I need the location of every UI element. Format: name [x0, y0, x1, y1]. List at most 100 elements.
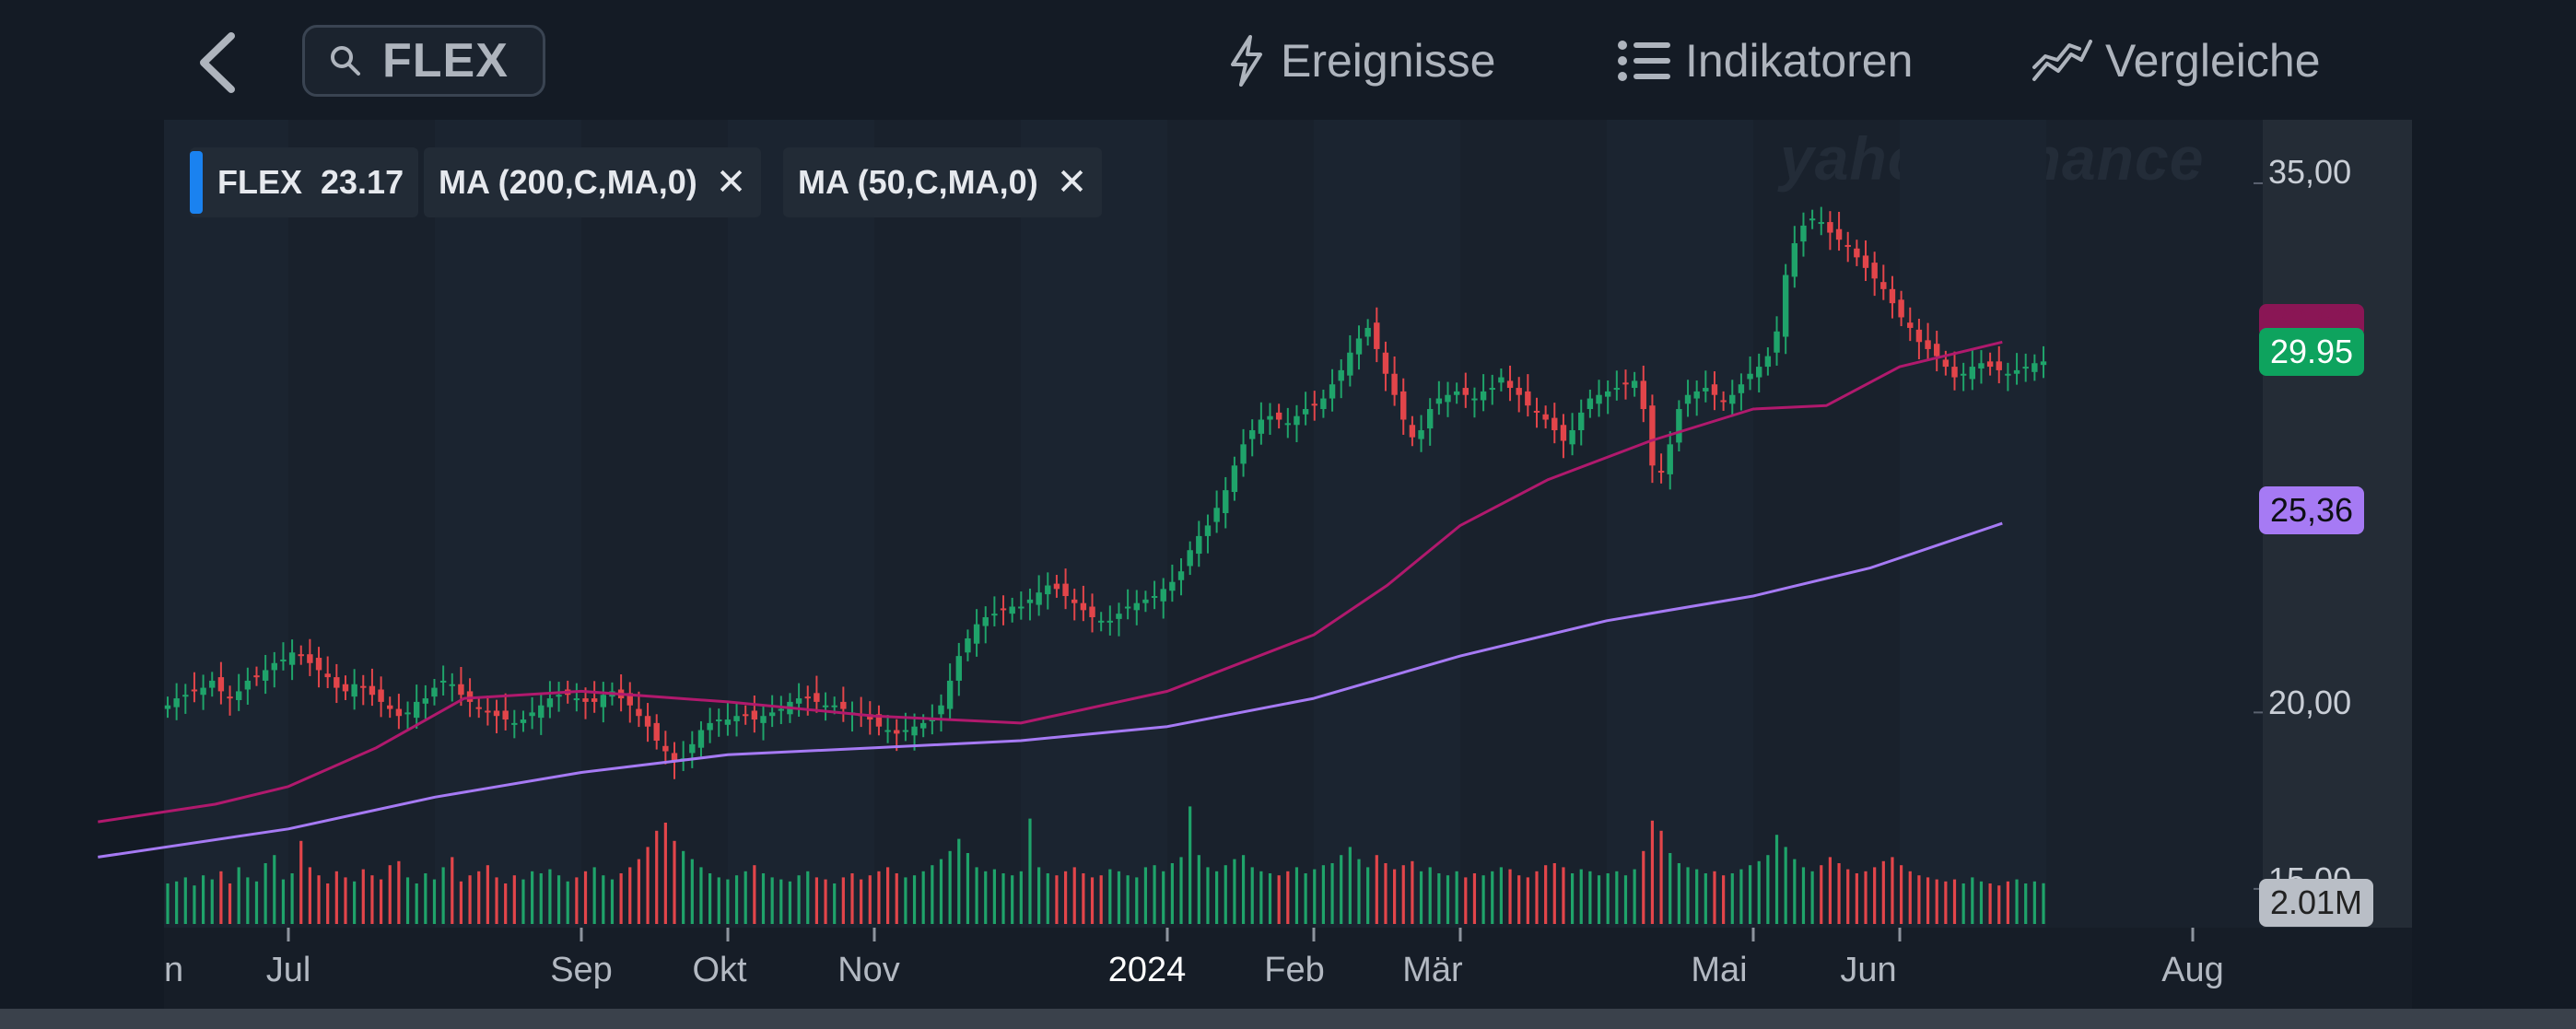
volume-bar — [451, 857, 454, 924]
candle-body — [582, 698, 589, 702]
volume-bar — [1570, 873, 1575, 924]
volume-bar — [166, 883, 170, 924]
back-button[interactable] — [184, 26, 249, 99]
volume-bar — [1286, 871, 1290, 924]
legend-ma200-label: MA (200,C,MA,0) — [439, 163, 697, 201]
volume-bar — [1063, 871, 1068, 924]
candle-body — [1516, 388, 1522, 395]
volume-bar — [548, 869, 552, 924]
volume-bar — [424, 873, 427, 924]
candle-body — [200, 687, 206, 696]
candle-body — [1684, 394, 1692, 404]
candle-body — [1578, 412, 1585, 431]
candle-body — [1026, 599, 1034, 603]
candle-body — [1978, 363, 1985, 368]
volume-bar — [628, 867, 632, 924]
volume-bar — [1988, 883, 1992, 924]
candle-body — [342, 684, 349, 692]
x-tick-label: Feb — [1264, 951, 1325, 989]
volume-bar — [1250, 867, 1254, 924]
candle-body — [938, 705, 944, 715]
volume-bar — [708, 873, 712, 924]
volume-bar — [512, 875, 516, 924]
ma50-line — [98, 340, 2003, 824]
legend-ticker[interactable]: FLEX 23.17 — [190, 147, 419, 217]
volume-bar — [984, 871, 988, 924]
candle-body — [538, 705, 544, 719]
volume-bar — [432, 879, 437, 924]
candle-body — [1934, 344, 1940, 357]
volume-bar — [290, 873, 294, 924]
volume-bar — [948, 850, 952, 924]
candle-body — [884, 730, 891, 732]
candle-body — [1213, 508, 1220, 522]
candle-body — [1107, 620, 1114, 623]
volume-bar — [1028, 818, 1032, 924]
volume-bar — [175, 881, 179, 924]
close-icon[interactable]: ✕ — [715, 162, 747, 203]
candle-body — [1000, 608, 1007, 611]
indicators-label: Indikatoren — [1685, 35, 1914, 87]
volume-bar — [1481, 875, 1485, 924]
volume-bar — [1348, 847, 1352, 924]
volume-bar — [1810, 871, 1814, 924]
volume-bar — [1526, 877, 1529, 924]
indicators-button[interactable]: Indikatoren — [1617, 28, 1913, 94]
candle-body — [1471, 398, 1478, 401]
volume-bar — [1784, 847, 1787, 924]
candle-body — [164, 705, 171, 709]
search-value: FLEX — [382, 34, 509, 88]
legend-ma50[interactable]: MA (50,C,MA,0) ✕ — [783, 147, 1103, 217]
candle-body — [1569, 430, 1575, 445]
volume-bar — [931, 865, 934, 924]
candle-body — [1711, 384, 1718, 395]
volume-bar — [1793, 859, 1797, 924]
volume-bar — [744, 871, 747, 924]
volume-bar — [370, 875, 374, 924]
candle-body — [520, 719, 527, 723]
volume-bar — [2032, 881, 2036, 924]
compare-button[interactable]: Vergleiche — [2032, 28, 2321, 94]
candle-body — [502, 710, 509, 720]
candle-body — [955, 656, 962, 681]
volume-bar — [1313, 869, 1317, 924]
candle-body — [778, 708, 785, 711]
volume-bar — [1233, 859, 1236, 924]
candle-body — [707, 722, 713, 731]
candle-body — [458, 684, 464, 696]
candle-body — [1320, 398, 1327, 410]
events-button[interactable]: Ereignisse — [1225, 28, 1495, 94]
volume-bar — [1499, 867, 1503, 924]
candle-body — [751, 710, 758, 720]
volume-bar — [1846, 869, 1850, 924]
volume-bar — [1384, 863, 1388, 924]
volume-bar — [690, 859, 694, 924]
volume-bar — [1552, 863, 1556, 924]
volume-bar — [1162, 871, 1165, 924]
volume-bar — [344, 877, 347, 924]
candle-body — [1747, 373, 1753, 380]
volume-bar — [1411, 860, 1414, 924]
candle-body — [173, 698, 180, 707]
candle-body — [1187, 550, 1193, 567]
close-icon[interactable]: ✕ — [1056, 162, 1088, 203]
candle-body — [1533, 410, 1540, 413]
volume-bar — [1224, 865, 1227, 924]
volume-bar — [850, 873, 854, 924]
volume-bar — [1722, 875, 1726, 924]
volume-bar — [806, 871, 810, 924]
legend-ma200[interactable]: MA (200,C,MA,0) ✕ — [424, 147, 762, 217]
volume-bar — [1401, 865, 1405, 924]
search-input[interactable]: FLEX — [302, 25, 545, 97]
candle-body — [1827, 222, 1833, 233]
candle-body — [1462, 388, 1469, 395]
candle-body — [626, 693, 633, 706]
volume-bar — [1952, 879, 1957, 924]
candle-body — [1204, 525, 1212, 536]
candle-body — [1915, 329, 1923, 343]
candle-body — [919, 722, 927, 729]
volume-bar — [1215, 871, 1219, 924]
candle-body — [1657, 471, 1665, 474]
volume-bar — [1855, 873, 1858, 924]
